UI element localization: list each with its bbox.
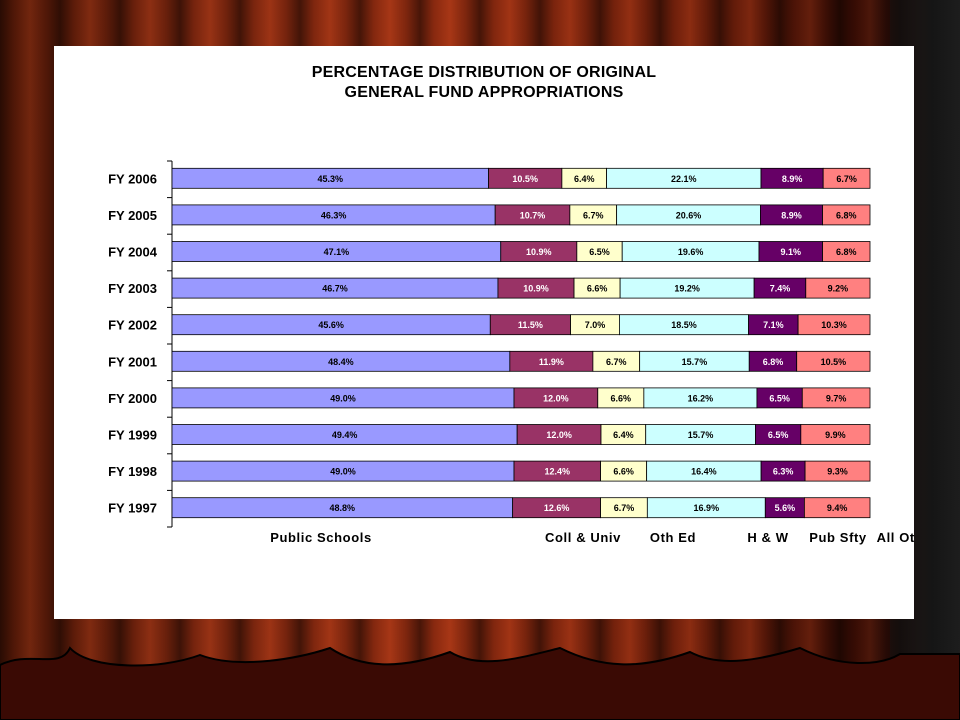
bar-all-oth	[822, 204, 871, 226]
data-label-h-w: 15.7%	[682, 357, 708, 367]
data-label-public-schools: 47.1%	[324, 247, 350, 257]
x-axis-label: H & W	[747, 530, 788, 545]
data-label-pub-sfty: 7.4%	[770, 284, 791, 294]
data-label-oth-ed: 6.7%	[614, 503, 635, 513]
category-label: FY 1997	[108, 501, 157, 516]
data-label-all-oth: 9.7%	[826, 393, 847, 403]
bar-all-oth	[801, 387, 871, 409]
data-label-coll-univ: 10.9%	[523, 284, 549, 294]
data-label-public-schools: 45.6%	[318, 320, 344, 330]
data-label-coll-univ: 10.5%	[512, 174, 538, 184]
data-label-oth-ed: 6.5%	[589, 247, 610, 257]
stacked-bar-chart: FY 2006 45.3% 10.5% 6.4% 22.1% 8.9% 6.7% FY 200…	[108, 160, 914, 545]
x-axis-label: All Oth	[877, 530, 914, 545]
category-label: FY 2004	[108, 245, 158, 260]
data-label-pub-sfty: 6.3%	[773, 467, 794, 477]
data-label-public-schools: 49.0%	[330, 467, 356, 477]
data-label-all-oth: 10.5%	[821, 357, 847, 367]
data-label-public-schools: 49.0%	[330, 393, 356, 403]
x-axis-label: Public Schools	[270, 530, 372, 545]
category-label: FY 2003	[108, 281, 157, 296]
data-label-oth-ed: 6.6%	[613, 467, 634, 477]
data-label-coll-univ: 11.5%	[518, 320, 543, 330]
data-label-all-oth: 6.8%	[836, 247, 857, 257]
chart-title-line2: GENERAL FUND APPROPRIATIONS	[344, 84, 624, 101]
bar-all-oth	[796, 350, 871, 372]
data-label-oth-ed: 6.4%	[613, 430, 634, 440]
bar-all-oth	[800, 424, 871, 445]
category-label: FY 2002	[108, 318, 157, 333]
data-label-h-w: 20.6%	[676, 210, 702, 220]
data-label-all-oth: 9.2%	[828, 284, 849, 294]
category-label: FY 1998	[108, 464, 157, 479]
bar-all-oth	[804, 460, 871, 482]
data-label-oth-ed: 6.4%	[574, 174, 595, 184]
data-label-all-oth: 10.3%	[821, 320, 847, 330]
bar-all-oth	[805, 277, 871, 299]
data-label-coll-univ: 10.9%	[526, 247, 552, 257]
data-label-oth-ed: 6.6%	[611, 393, 632, 403]
chart-title-line1: PERCENTAGE DISTRIBUTION OF ORIGINAL	[311, 64, 657, 81]
data-label-h-w: 16.9%	[694, 503, 720, 513]
data-label-oth-ed: 6.7%	[606, 357, 627, 367]
chart-panel: PERCENTAGE DISTRIBUTION OF ORIGINAL GENE…	[54, 46, 914, 619]
x-axis-label: Pub Sfty	[809, 530, 867, 545]
data-label-coll-univ: 12.0%	[543, 393, 569, 403]
data-label-all-oth: 6.7%	[836, 174, 857, 184]
category-label: FY 2000	[108, 391, 157, 406]
data-label-coll-univ: 12.6%	[544, 503, 570, 513]
data-label-all-oth: 9.4%	[827, 503, 848, 513]
bar-all-oth	[822, 167, 871, 189]
x-axis-label: Oth Ed	[650, 530, 696, 545]
data-label-coll-univ: 11.9%	[539, 357, 564, 367]
data-label-h-w: 19.6%	[678, 247, 704, 257]
data-label-public-schools: 48.4%	[328, 357, 354, 367]
data-label-oth-ed: 7.0%	[585, 320, 606, 330]
category-label: FY 2001	[108, 354, 157, 369]
data-label-pub-sfty: 6.5%	[769, 393, 790, 403]
bar-all-oth	[797, 314, 871, 336]
data-label-pub-sfty: 6.8%	[763, 357, 784, 367]
data-label-pub-sfty: 9.1%	[781, 247, 802, 257]
data-label-pub-sfty: 7.1%	[763, 320, 784, 330]
data-label-all-oth: 9.3%	[827, 467, 848, 477]
data-label-pub-sfty: 5.6%	[775, 503, 796, 513]
bar-all-oth	[822, 241, 871, 262]
data-label-pub-sfty: 8.9%	[781, 210, 802, 220]
data-label-coll-univ: 10.7%	[520, 210, 546, 220]
data-label-public-schools: 45.3%	[317, 174, 343, 184]
data-label-public-schools: 46.7%	[322, 284, 348, 294]
data-label-h-w: 19.2%	[674, 284, 700, 294]
data-label-oth-ed: 6.6%	[587, 284, 608, 294]
data-label-coll-univ: 12.4%	[545, 467, 571, 477]
data-label-h-w: 16.4%	[691, 467, 717, 477]
data-label-all-oth: 9.9%	[825, 430, 846, 440]
x-axis-label: Coll & Univ	[545, 530, 621, 545]
data-label-pub-sfty: 8.9%	[782, 174, 803, 184]
data-label-h-w: 18.5%	[671, 320, 697, 330]
data-label-h-w: 22.1%	[671, 174, 697, 184]
chart-title: PERCENTAGE DISTRIBUTION OF ORIGINAL GENE…	[244, 63, 724, 103]
category-label: FY 2006	[108, 171, 157, 186]
category-label: FY 1999	[108, 428, 157, 443]
data-label-pub-sfty: 6.5%	[768, 430, 789, 440]
data-label-public-schools: 49.4%	[332, 430, 358, 440]
bar-all-oth	[803, 497, 871, 519]
data-label-h-w: 16.2%	[688, 393, 714, 403]
data-label-oth-ed: 6.7%	[583, 210, 604, 220]
data-label-public-schools: 46.3%	[321, 210, 347, 220]
data-label-public-schools: 48.8%	[330, 503, 356, 513]
category-label: FY 2005	[108, 208, 157, 223]
data-label-h-w: 15.7%	[688, 430, 714, 440]
curtain-valance	[0, 646, 960, 720]
data-label-all-oth: 6.8%	[836, 210, 857, 220]
data-label-coll-univ: 12.0%	[546, 430, 572, 440]
